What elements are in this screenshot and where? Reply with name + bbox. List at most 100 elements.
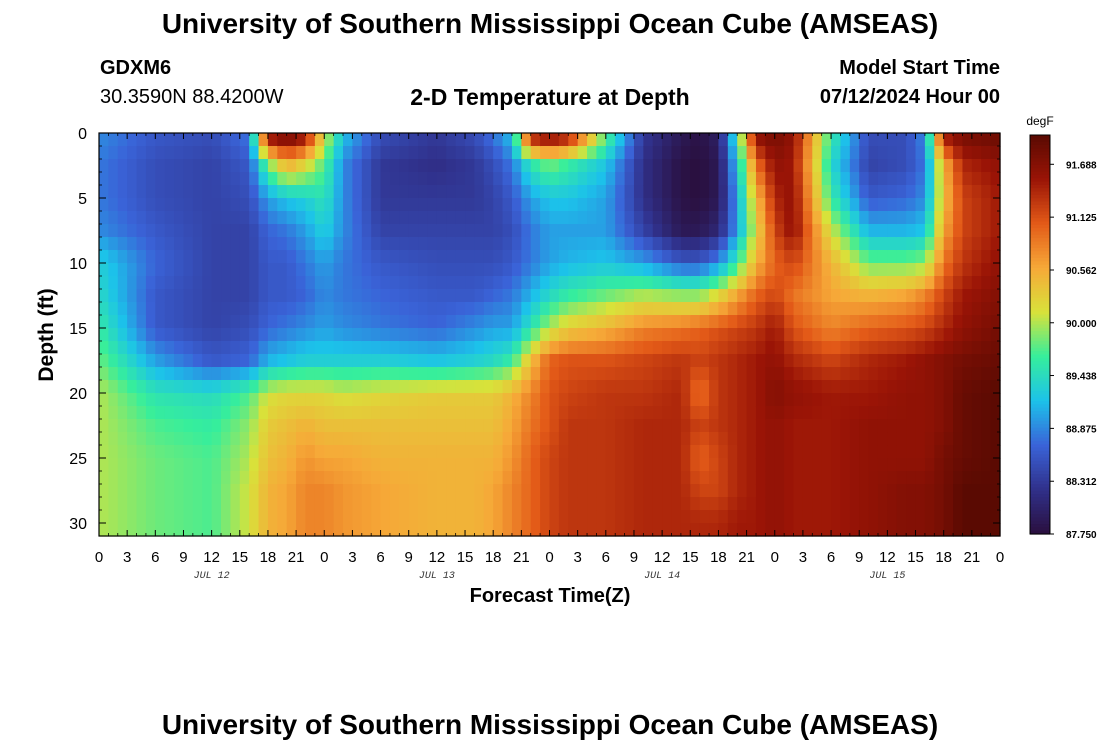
heatmap-cell [258,458,269,472]
heatmap-cell [174,432,185,446]
colorbar-segment [1030,204,1050,209]
heatmap-cell [727,406,738,420]
heatmap-cell [99,328,109,342]
heatmap-cell [924,393,935,407]
heatmap-cell [896,224,907,238]
heatmap-cell [709,354,720,368]
heatmap-cell [305,133,316,147]
heatmap-cell [474,354,485,368]
colorbar-segment [1030,367,1050,372]
heatmap-cell [680,198,691,212]
heatmap-cell [615,133,626,147]
heatmap-cell [305,289,316,303]
heatmap-cell [859,484,870,498]
heatmap-cell [239,510,250,524]
heatmap-cell [690,250,701,264]
heatmap-cell [962,328,973,342]
heatmap-cell [155,276,166,290]
heatmap-cell [784,289,795,303]
heatmap-cell [643,406,654,420]
heatmap-cell [962,289,973,303]
heatmap-cell [624,315,635,329]
heatmap-cell [812,302,823,316]
heatmap-cell [418,276,429,290]
heatmap-cell [277,172,288,186]
heatmap-cell [343,380,354,394]
heatmap-cell [286,445,297,459]
heatmap-cell [774,146,785,160]
heatmap-cell [718,419,729,433]
heatmap-cell [774,458,785,472]
heatmap-cell [699,133,710,147]
heatmap-cell [117,406,128,420]
heatmap-cell [136,185,147,199]
heatmap-cell [483,484,494,498]
heatmap-cell [709,419,720,433]
x-tick-label: 3 [799,549,807,566]
heatmap-cell [361,198,372,212]
heatmap-cell [831,185,842,199]
heatmap-cell [174,172,185,186]
heatmap-cell [155,185,166,199]
colorbar-segment [1030,327,1050,332]
heatmap-cell [521,497,532,511]
heatmap-cell [633,458,644,472]
heatmap-cell [615,263,626,277]
heatmap-cell [324,302,335,316]
heatmap-cell [502,354,513,368]
colorbar-segment [1030,417,1050,422]
heatmap-cell [277,419,288,433]
heatmap-cell [164,471,175,485]
colorbar-segment [1030,504,1050,508]
heatmap-cell [953,367,964,381]
heatmap-cell [399,510,410,524]
heatmap-cell [596,341,607,355]
heatmap-cell [587,380,598,394]
heatmap-cell [174,289,185,303]
heatmap-cell [502,458,513,472]
heatmap-cell [343,185,354,199]
heatmap-cell [436,263,447,277]
heatmap-cell [953,419,964,433]
heatmap-cell [418,497,429,511]
heatmap-cell [962,263,973,277]
heatmap-cell [314,159,325,173]
heatmap-cell [896,354,907,368]
colorbar-segment [1030,414,1050,419]
heatmap-cell [249,133,260,147]
heatmap-cell [221,250,231,264]
heatmap-cell [727,237,738,251]
heatmap-cell [765,523,776,537]
heatmap-cell [155,211,166,225]
heatmap-cell [765,211,776,225]
heatmap-cell [192,159,203,173]
heatmap-cell [859,159,870,173]
heatmap-cell [821,419,832,433]
x-tick-label: 3 [123,549,131,566]
heatmap-cell [108,367,119,381]
heatmap-cell [877,263,888,277]
heatmap-cell [924,367,935,381]
heatmap-cell [155,172,166,186]
heatmap-cell [699,458,710,472]
heatmap-cell [267,380,278,394]
x-tick-label: 12 [879,549,896,566]
heatmap-cell [577,198,588,212]
heatmap-cell [568,406,579,420]
heatmap-cell [305,523,316,537]
heatmap-cell [793,523,804,537]
heatmap-cell [502,289,513,303]
heatmap-cell [380,393,391,407]
heatmap-cell [737,276,748,290]
heatmap-cell [324,315,335,329]
heatmap-cell [145,133,156,147]
colorbar-tick-label: 89.438 [1066,372,1097,383]
heatmap-cell [793,354,804,368]
heatmap-cell [755,419,766,433]
heatmap-cell [774,302,785,316]
heatmap-cell [540,523,551,537]
heatmap-cell [746,302,757,316]
heatmap-cell [587,367,598,381]
heatmap-cell [934,393,945,407]
heatmap-cell [849,146,860,160]
